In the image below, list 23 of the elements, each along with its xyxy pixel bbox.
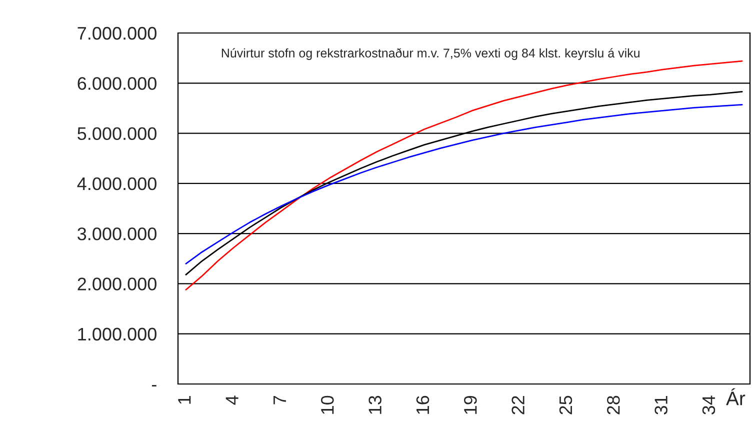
x-axis-title: Ár — [726, 388, 746, 406]
x-tick-label: 28 — [607, 396, 620, 414]
y-tick-label: 4.000.000 — [77, 177, 156, 190]
x-tick-label: 7 — [274, 396, 286, 404]
y-tick-label: 5.000.000 — [78, 127, 156, 140]
x-tick-label: 4 — [226, 396, 238, 405]
y-tick-label: 6.000.000 — [78, 77, 156, 90]
line-series — [185, 60, 743, 290]
y-tick-label: 2.000.000 — [78, 278, 156, 290]
x-tick-label: 25 — [559, 396, 572, 414]
x-tick-label: 22 — [512, 396, 524, 414]
y-tick-label: 3.000.000 — [78, 228, 156, 240]
x-tick-label: 16 — [416, 396, 430, 414]
text: Núvirtur stofn og rekstrarkostnaður m.v. 7,5% vexti og 84 klst. keyrslu á viku — [222, 48, 640, 60]
x-tick-label: 1 — [178, 396, 191, 404]
y-tick-label: 1.000.000 — [78, 328, 156, 341]
x-tick-label: 31 — [654, 396, 668, 415]
x-tick-label: 34 — [702, 396, 716, 415]
x-tick-label: 13 — [368, 396, 382, 414]
y-tick-label: - — [152, 385, 156, 386]
y-tick-label: 7.000.000 — [78, 26, 156, 40]
x-tick-label: 19 — [464, 396, 477, 414]
x-tick-label: 10 — [321, 396, 334, 414]
